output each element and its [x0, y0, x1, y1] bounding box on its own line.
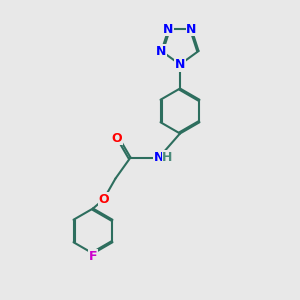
- Text: N: N: [186, 23, 197, 36]
- Text: F: F: [89, 250, 97, 263]
- Text: N: N: [164, 23, 174, 36]
- Text: N: N: [154, 151, 164, 164]
- Text: N: N: [175, 58, 185, 71]
- Text: H: H: [162, 151, 172, 164]
- Text: N: N: [156, 44, 167, 58]
- Text: O: O: [112, 131, 122, 145]
- Text: O: O: [98, 193, 109, 206]
